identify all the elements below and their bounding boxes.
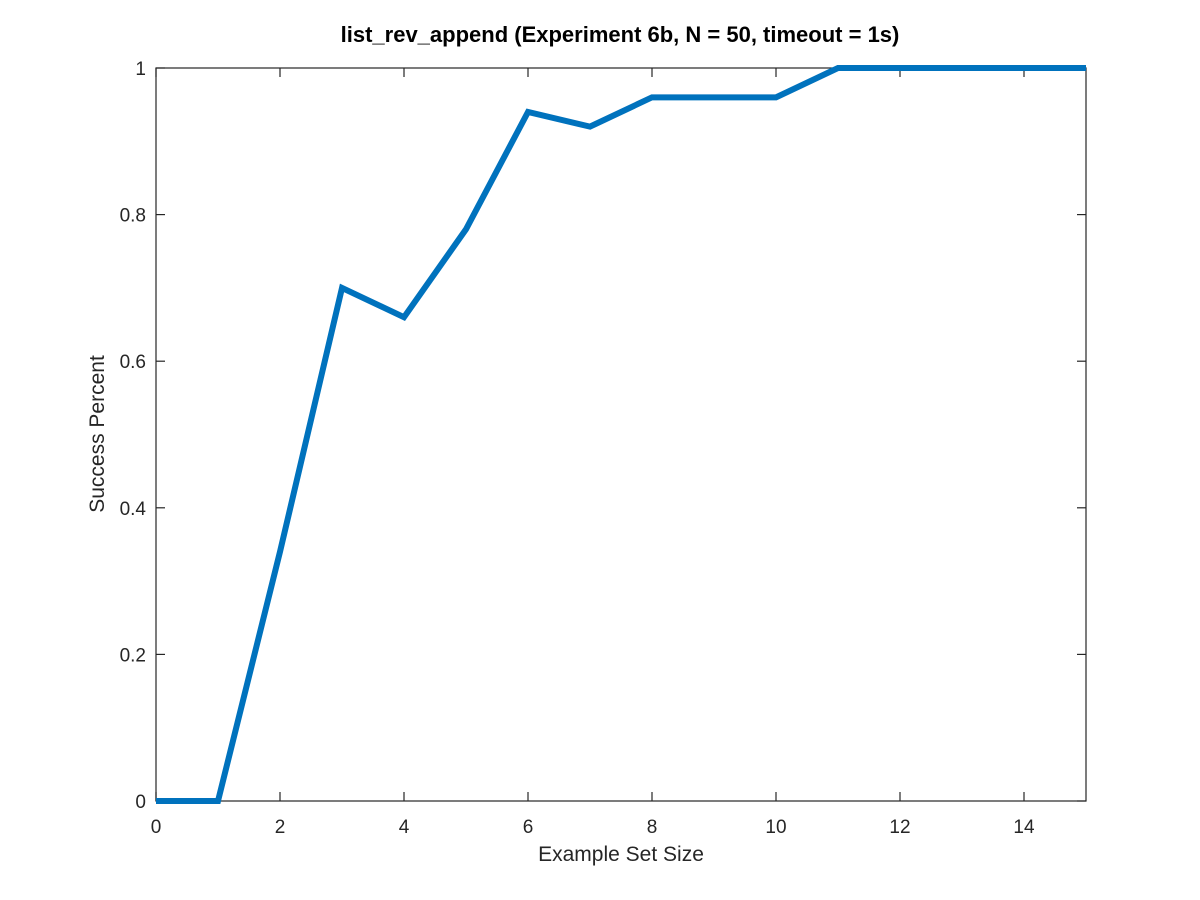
x-tick-label: 12 bbox=[889, 817, 910, 838]
x-tick-label: 2 bbox=[275, 817, 286, 838]
data-series bbox=[155, 65, 1087, 804]
axis-ticks bbox=[155, 67, 1086, 802]
y-tick-label: 1 bbox=[135, 59, 146, 80]
series-line bbox=[156, 65, 1086, 804]
x-tick-label: 14 bbox=[1013, 817, 1035, 838]
x-tick-label: 10 bbox=[765, 817, 786, 838]
y-tick-label: 0.8 bbox=[120, 206, 146, 227]
y-tick-label: 0 bbox=[135, 792, 146, 813]
y-tick-label: 0.4 bbox=[120, 499, 147, 520]
x-tick-label: 6 bbox=[523, 817, 534, 838]
y-tick-label: 0.6 bbox=[120, 352, 146, 373]
plot-area-frame bbox=[155, 67, 1087, 802]
y-axis-label: Success Percent bbox=[86, 355, 109, 513]
x-tick-label: 8 bbox=[647, 817, 658, 838]
axis-tick-labels: 0 2 4 6 8 10 12 14 0 0.2 0.4 0.6 0.8 1 bbox=[120, 59, 1035, 838]
x-tick-label: 4 bbox=[399, 817, 410, 838]
chart-title: list_rev_append (Experiment 6b, N = 50, … bbox=[341, 22, 900, 47]
x-axis-label: Example Set Size bbox=[538, 843, 704, 866]
x-tick-label: 0 bbox=[151, 817, 162, 838]
y-tick-label: 0.2 bbox=[120, 645, 146, 666]
